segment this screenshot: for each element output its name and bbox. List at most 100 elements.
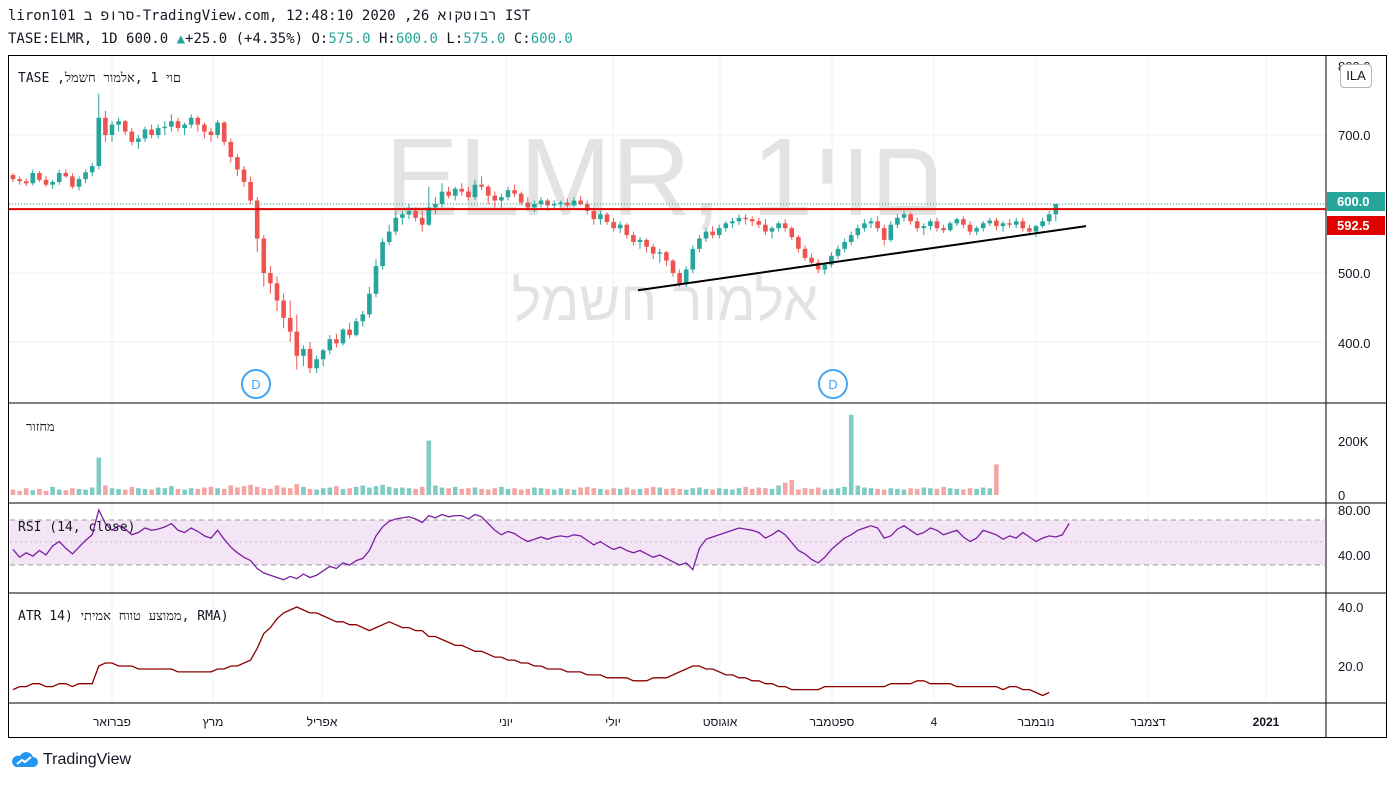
volume-bar <box>248 484 253 495</box>
dividend-marker[interactable]: D <box>241 369 271 399</box>
candle-body <box>294 331 300 356</box>
candle-body <box>862 223 867 229</box>
volume-bar <box>215 488 220 495</box>
price-tick: 500.0 <box>1338 266 1371 281</box>
candle-body <box>235 157 240 170</box>
close-label: C: <box>513 31 531 47</box>
last-price-badge-text: 600.0 <box>1337 194 1370 209</box>
volume-bar <box>327 487 333 495</box>
open-label: O: <box>311 31 329 47</box>
volume-bar <box>386 486 392 495</box>
volume-bar <box>367 487 372 495</box>
volume-bar <box>690 488 696 495</box>
volume-bar <box>518 489 524 495</box>
candle-body <box>657 252 663 254</box>
candle-body <box>268 273 273 284</box>
volume-bar <box>459 488 465 495</box>
candle-body <box>155 128 161 135</box>
candle-body <box>604 214 610 222</box>
volume-bar <box>122 489 128 495</box>
candle-body <box>439 191 445 204</box>
candle-body <box>89 166 95 173</box>
volume-bar <box>314 489 319 495</box>
candle-body <box>301 348 306 356</box>
low-value: 575.0 <box>463 31 506 47</box>
volume-bar <box>961 489 966 495</box>
rsi-line <box>12 508 1070 581</box>
candle-body <box>763 224 768 232</box>
volume-bar <box>578 487 583 495</box>
volume-bar <box>155 487 161 495</box>
volume-bar <box>835 488 841 495</box>
volume-bar <box>228 485 234 495</box>
chart-frame[interactable] <box>8 55 1387 738</box>
candle-body <box>149 129 154 135</box>
candle-body <box>446 191 451 196</box>
volume-bar <box>716 488 722 495</box>
candle-body <box>175 121 181 129</box>
volume-series <box>10 414 999 495</box>
candle-body <box>961 219 966 225</box>
volume-bar <box>571 489 577 495</box>
candle-body <box>994 220 999 227</box>
candle-body <box>202 124 207 132</box>
candle-body <box>769 228 775 232</box>
candle-body <box>789 228 795 238</box>
price-tick: 700.0 <box>1338 128 1371 143</box>
candle-body <box>241 169 247 182</box>
candle-body <box>644 239 649 247</box>
candle-body <box>254 200 260 239</box>
volume-bar <box>980 487 986 495</box>
volume-bar <box>624 487 630 495</box>
volume-bar <box>307 488 313 495</box>
volume-bar <box>274 485 280 495</box>
up-arrow-icon: ▲ <box>176 31 186 47</box>
tradingview-logo[interactable]: TradingView <box>9 751 131 769</box>
candle-body <box>472 184 478 198</box>
volume-bar <box>30 490 36 495</box>
trend-line[interactable] <box>637 225 1087 292</box>
time-tick: 4 <box>931 715 938 729</box>
close-value: 600.0 <box>530 31 573 47</box>
volume-bar <box>17 490 22 495</box>
candle-body <box>697 238 702 249</box>
candle-body <box>512 190 517 194</box>
volume-bar <box>466 488 471 495</box>
candle-body <box>353 321 359 336</box>
candle-body <box>881 228 887 240</box>
volume-bar <box>169 486 174 495</box>
currency-button[interactable]: ILA <box>1340 64 1372 88</box>
volume-bar <box>617 488 623 495</box>
candle-body <box>393 217 399 232</box>
price-axis[interactable]: 800.0 700.0 500.0 400.0 600.0 592.5 <box>1327 59 1385 351</box>
candle-body <box>710 231 715 236</box>
watermark-subtitle: אלמור חשמל <box>512 269 818 332</box>
volume-bar <box>129 486 135 495</box>
dividend-marker[interactable]: D <box>818 369 848 399</box>
volume-bar <box>499 486 504 495</box>
volume-bar <box>987 488 993 495</box>
candle-body <box>228 141 234 158</box>
volume-bar <box>895 488 900 495</box>
candle-body <box>664 252 669 261</box>
candle-body <box>631 235 636 242</box>
candle-body <box>426 207 432 225</box>
volume-bar <box>796 489 801 495</box>
volume-bar <box>888 488 894 495</box>
candlestick-series <box>10 93 1059 374</box>
volume-bar <box>657 487 663 495</box>
candle-body <box>624 224 630 236</box>
atr-tick: 20.0 <box>1338 659 1363 674</box>
volume-bar <box>43 490 49 495</box>
volume-bar <box>650 486 656 495</box>
volume-bar <box>96 457 102 495</box>
volume-bar <box>723 488 729 495</box>
hline-price-badge <box>1327 216 1385 235</box>
volume-bar <box>802 488 808 495</box>
time-axis[interactable]: פברואר מרץ אפריל יוני יולי אוגוסט ספטמבר… <box>93 715 1280 729</box>
candle-body <box>736 217 742 222</box>
candle-body <box>400 214 405 218</box>
candle-body <box>459 188 465 192</box>
candle-body <box>188 117 194 125</box>
